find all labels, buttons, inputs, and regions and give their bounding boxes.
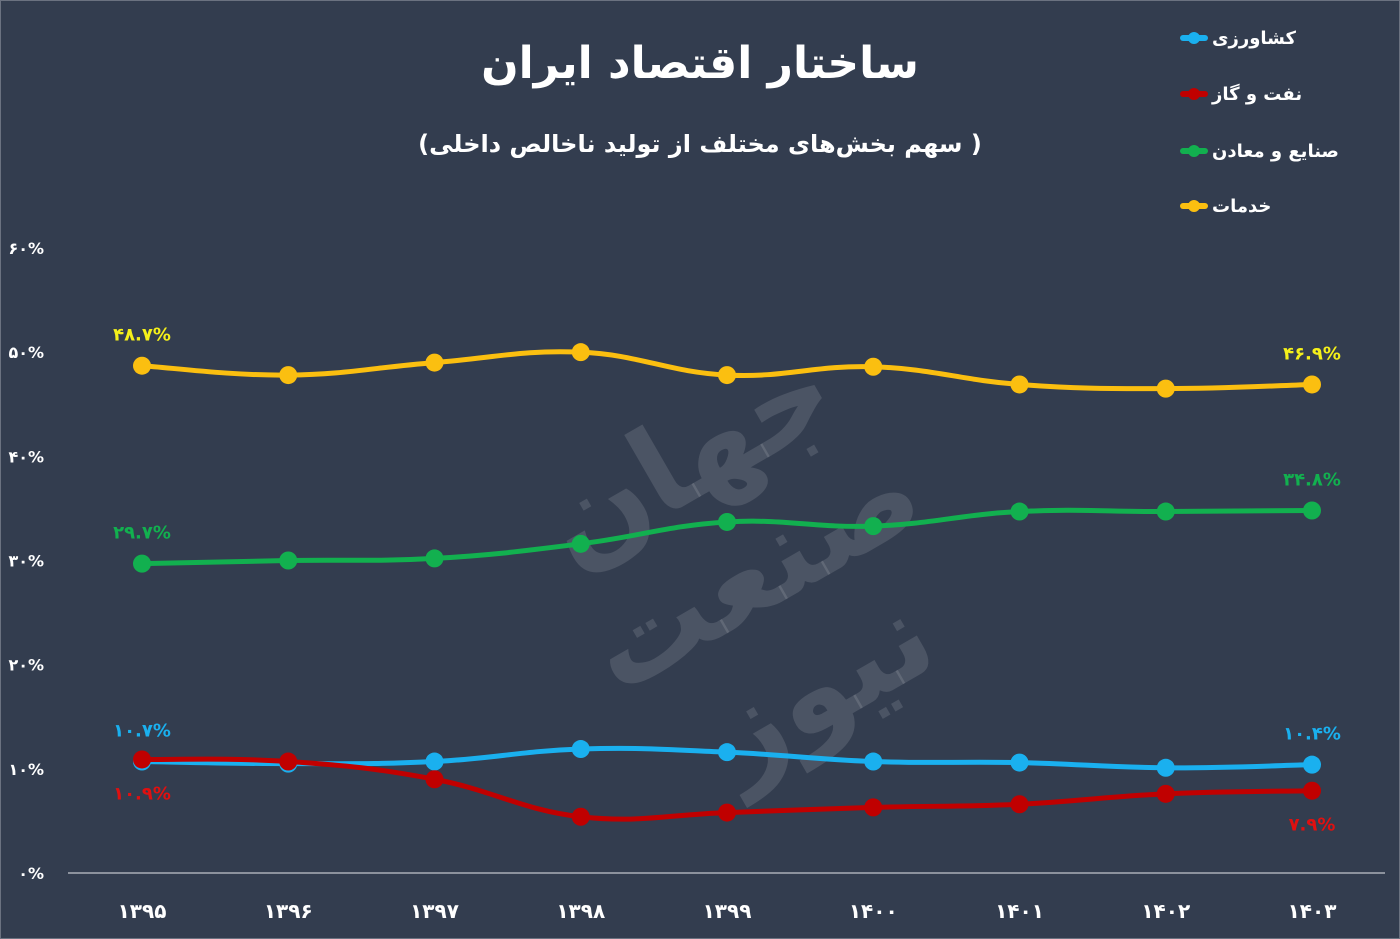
data-point: [1010, 502, 1029, 521]
legend-item-agriculture: کشاورزی: [1180, 26, 1296, 50]
data-label: ۱۰.۹%: [113, 783, 171, 804]
data-label: ۴۸.۷%: [113, 325, 171, 346]
data-label: ۲۹.۷%: [113, 523, 171, 544]
data-label: ۴۶.۹%: [1283, 343, 1341, 364]
data-point: [1303, 781, 1321, 800]
data-point: [571, 740, 590, 759]
data-label: ۱۰.۴%: [1283, 724, 1341, 745]
y-tick-label: ۴۰%: [8, 447, 44, 466]
data-point: [1303, 375, 1321, 394]
x-tick-label: ۱۳۹۹: [703, 899, 752, 923]
data-point: [1303, 501, 1321, 520]
data-label: ۱۰.۷%: [113, 721, 171, 742]
y-tick-label: ۵۰%: [8, 343, 44, 362]
y-tick-label: ۰%: [18, 864, 44, 883]
data-point: [279, 551, 298, 570]
chart-title: ساختار اقتصاد ایران: [481, 38, 919, 89]
legend-item-services: خدمات: [1180, 194, 1271, 218]
data-point: [279, 752, 298, 771]
data-point: [864, 798, 883, 817]
legend-label: خدمات: [1212, 195, 1272, 217]
data-point: [425, 549, 444, 568]
legend-item-industry-mining: صنایع و معادن: [1180, 139, 1339, 163]
data-point: [571, 534, 590, 553]
chart-subtitle: ( سهم بخش‌های مختلف از تولید ناخالص داخل…: [418, 130, 982, 158]
data-point: [425, 770, 444, 789]
x-tick-label: ۱۳۹۷: [410, 899, 459, 923]
data-point: [133, 356, 151, 375]
data-label: ۳۴.۸%: [1283, 470, 1341, 491]
legend-swatch: [1180, 32, 1208, 44]
data-point: [571, 343, 590, 362]
data-point: [1156, 379, 1175, 398]
data-point: [1010, 375, 1029, 394]
x-tick-label: ۱۴۰۲: [1141, 899, 1190, 923]
data-point: [1010, 795, 1029, 814]
data-point: [1156, 502, 1175, 521]
data-point: [864, 517, 883, 536]
data-point: [133, 554, 151, 573]
data-point: [718, 366, 736, 385]
legend-item-oil-gas: نفت و گاز: [1180, 82, 1302, 106]
data-point: [1156, 784, 1175, 803]
data-point: [1156, 758, 1175, 777]
y-tick-label: ۲۰%: [8, 656, 44, 675]
data-point: [1303, 755, 1321, 774]
data-point: [133, 750, 151, 769]
data-point: [718, 512, 736, 531]
legend-label: صنایع و معادن: [1212, 140, 1339, 162]
x-tick-label: ۱۴۰۰: [849, 899, 898, 923]
y-tick-label: ۱۰%: [8, 760, 44, 779]
x-tick-label: ۱۴۰۱: [995, 899, 1044, 923]
data-point: [279, 366, 298, 385]
x-tick-label: ۱۳۹۶: [264, 899, 313, 923]
data-point: [1010, 753, 1029, 772]
legend-swatch: [1180, 145, 1208, 157]
data-point: [718, 743, 736, 762]
y-tick-label: ۶۰%: [8, 239, 44, 258]
data-label: ۷.۹%: [1289, 815, 1336, 836]
data-point: [718, 803, 736, 822]
data-point: [864, 752, 883, 771]
legend-label: کشاورزی: [1212, 27, 1296, 49]
legend-label: نفت و گاز: [1212, 83, 1303, 105]
legend-swatch: [1180, 200, 1208, 212]
x-tick-label: ۱۳۹۸: [556, 899, 605, 923]
data-point: [425, 752, 444, 771]
x-tick-label: ۱۳۹۵: [118, 899, 167, 923]
data-point: [425, 353, 444, 372]
x-tick-label: ۱۴۰۳: [1288, 899, 1337, 923]
data-point: [571, 807, 590, 826]
legend-swatch: [1180, 88, 1208, 100]
data-point: [864, 357, 883, 376]
y-tick-label: ۳۰%: [8, 552, 44, 571]
